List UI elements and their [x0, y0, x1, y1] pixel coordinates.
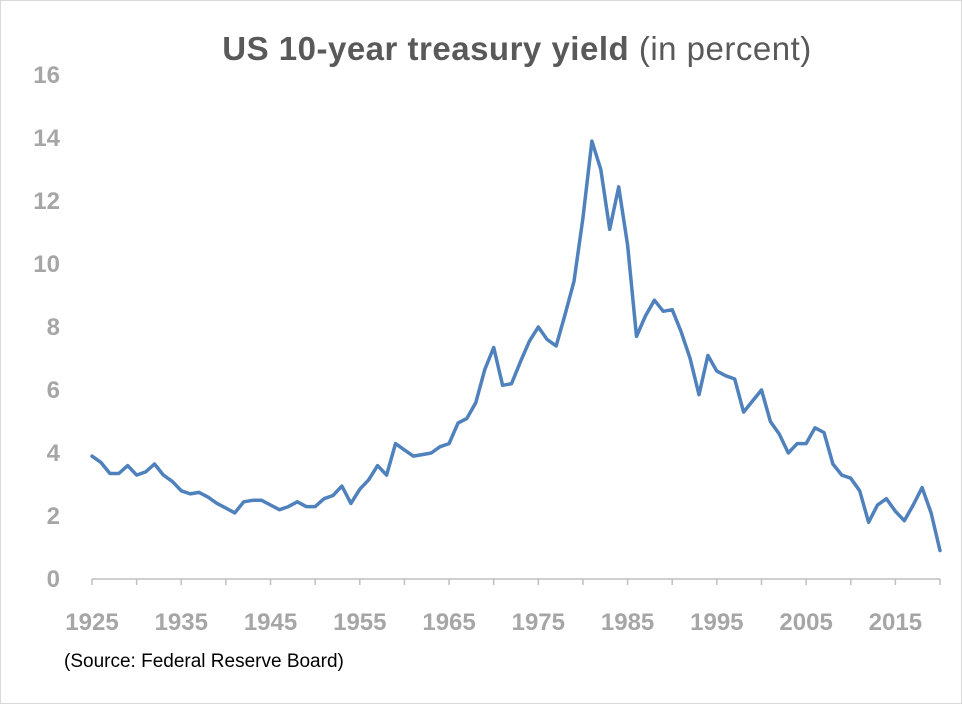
y-tick-label: 0 — [47, 566, 60, 593]
x-tick-label: 1985 — [601, 609, 654, 636]
x-tick-label: 2015 — [869, 609, 922, 636]
x-axis-ticks — [91, 579, 941, 585]
x-tick-label: 1995 — [690, 609, 743, 636]
series-line-us-10y-yield — [90, 139, 942, 553]
x-tick-label: 2005 — [779, 609, 832, 636]
x-axis-labels: 1925 1935 1945 1955 1965 1975 1985 1995 2005 2015 — [65, 609, 922, 636]
x-tick-label: 1935 — [155, 609, 208, 636]
y-tick-label: 10 — [33, 251, 60, 278]
chart-subtitle: (in percent) — [638, 30, 812, 67]
x-tick-label: 1945 — [244, 609, 297, 636]
y-tick-label: 6 — [47, 377, 60, 404]
chart-title-main: US 10-year treasury yield — [222, 30, 630, 67]
y-tick-label: 16 — [33, 62, 60, 89]
y-tick-label: 8 — [47, 314, 60, 341]
source-note: (Source: Federal Reserve Board) — [64, 651, 344, 672]
y-tick-label: 4 — [47, 440, 61, 467]
y-tick-label: 12 — [33, 188, 60, 215]
y-axis-labels: 0 2 4 6 8 10 12 14 16 — [33, 62, 60, 593]
y-tick-label: 14 — [33, 125, 60, 152]
chart-title: US 10-year treasury yield (in percent) — [0, 30, 962, 68]
y-tick-label: 2 — [47, 503, 60, 530]
x-tick-label: 1955 — [333, 609, 386, 636]
x-tick-label: 1975 — [512, 609, 565, 636]
x-tick-label: 1965 — [422, 609, 475, 636]
x-tick-label: 1925 — [65, 609, 118, 636]
